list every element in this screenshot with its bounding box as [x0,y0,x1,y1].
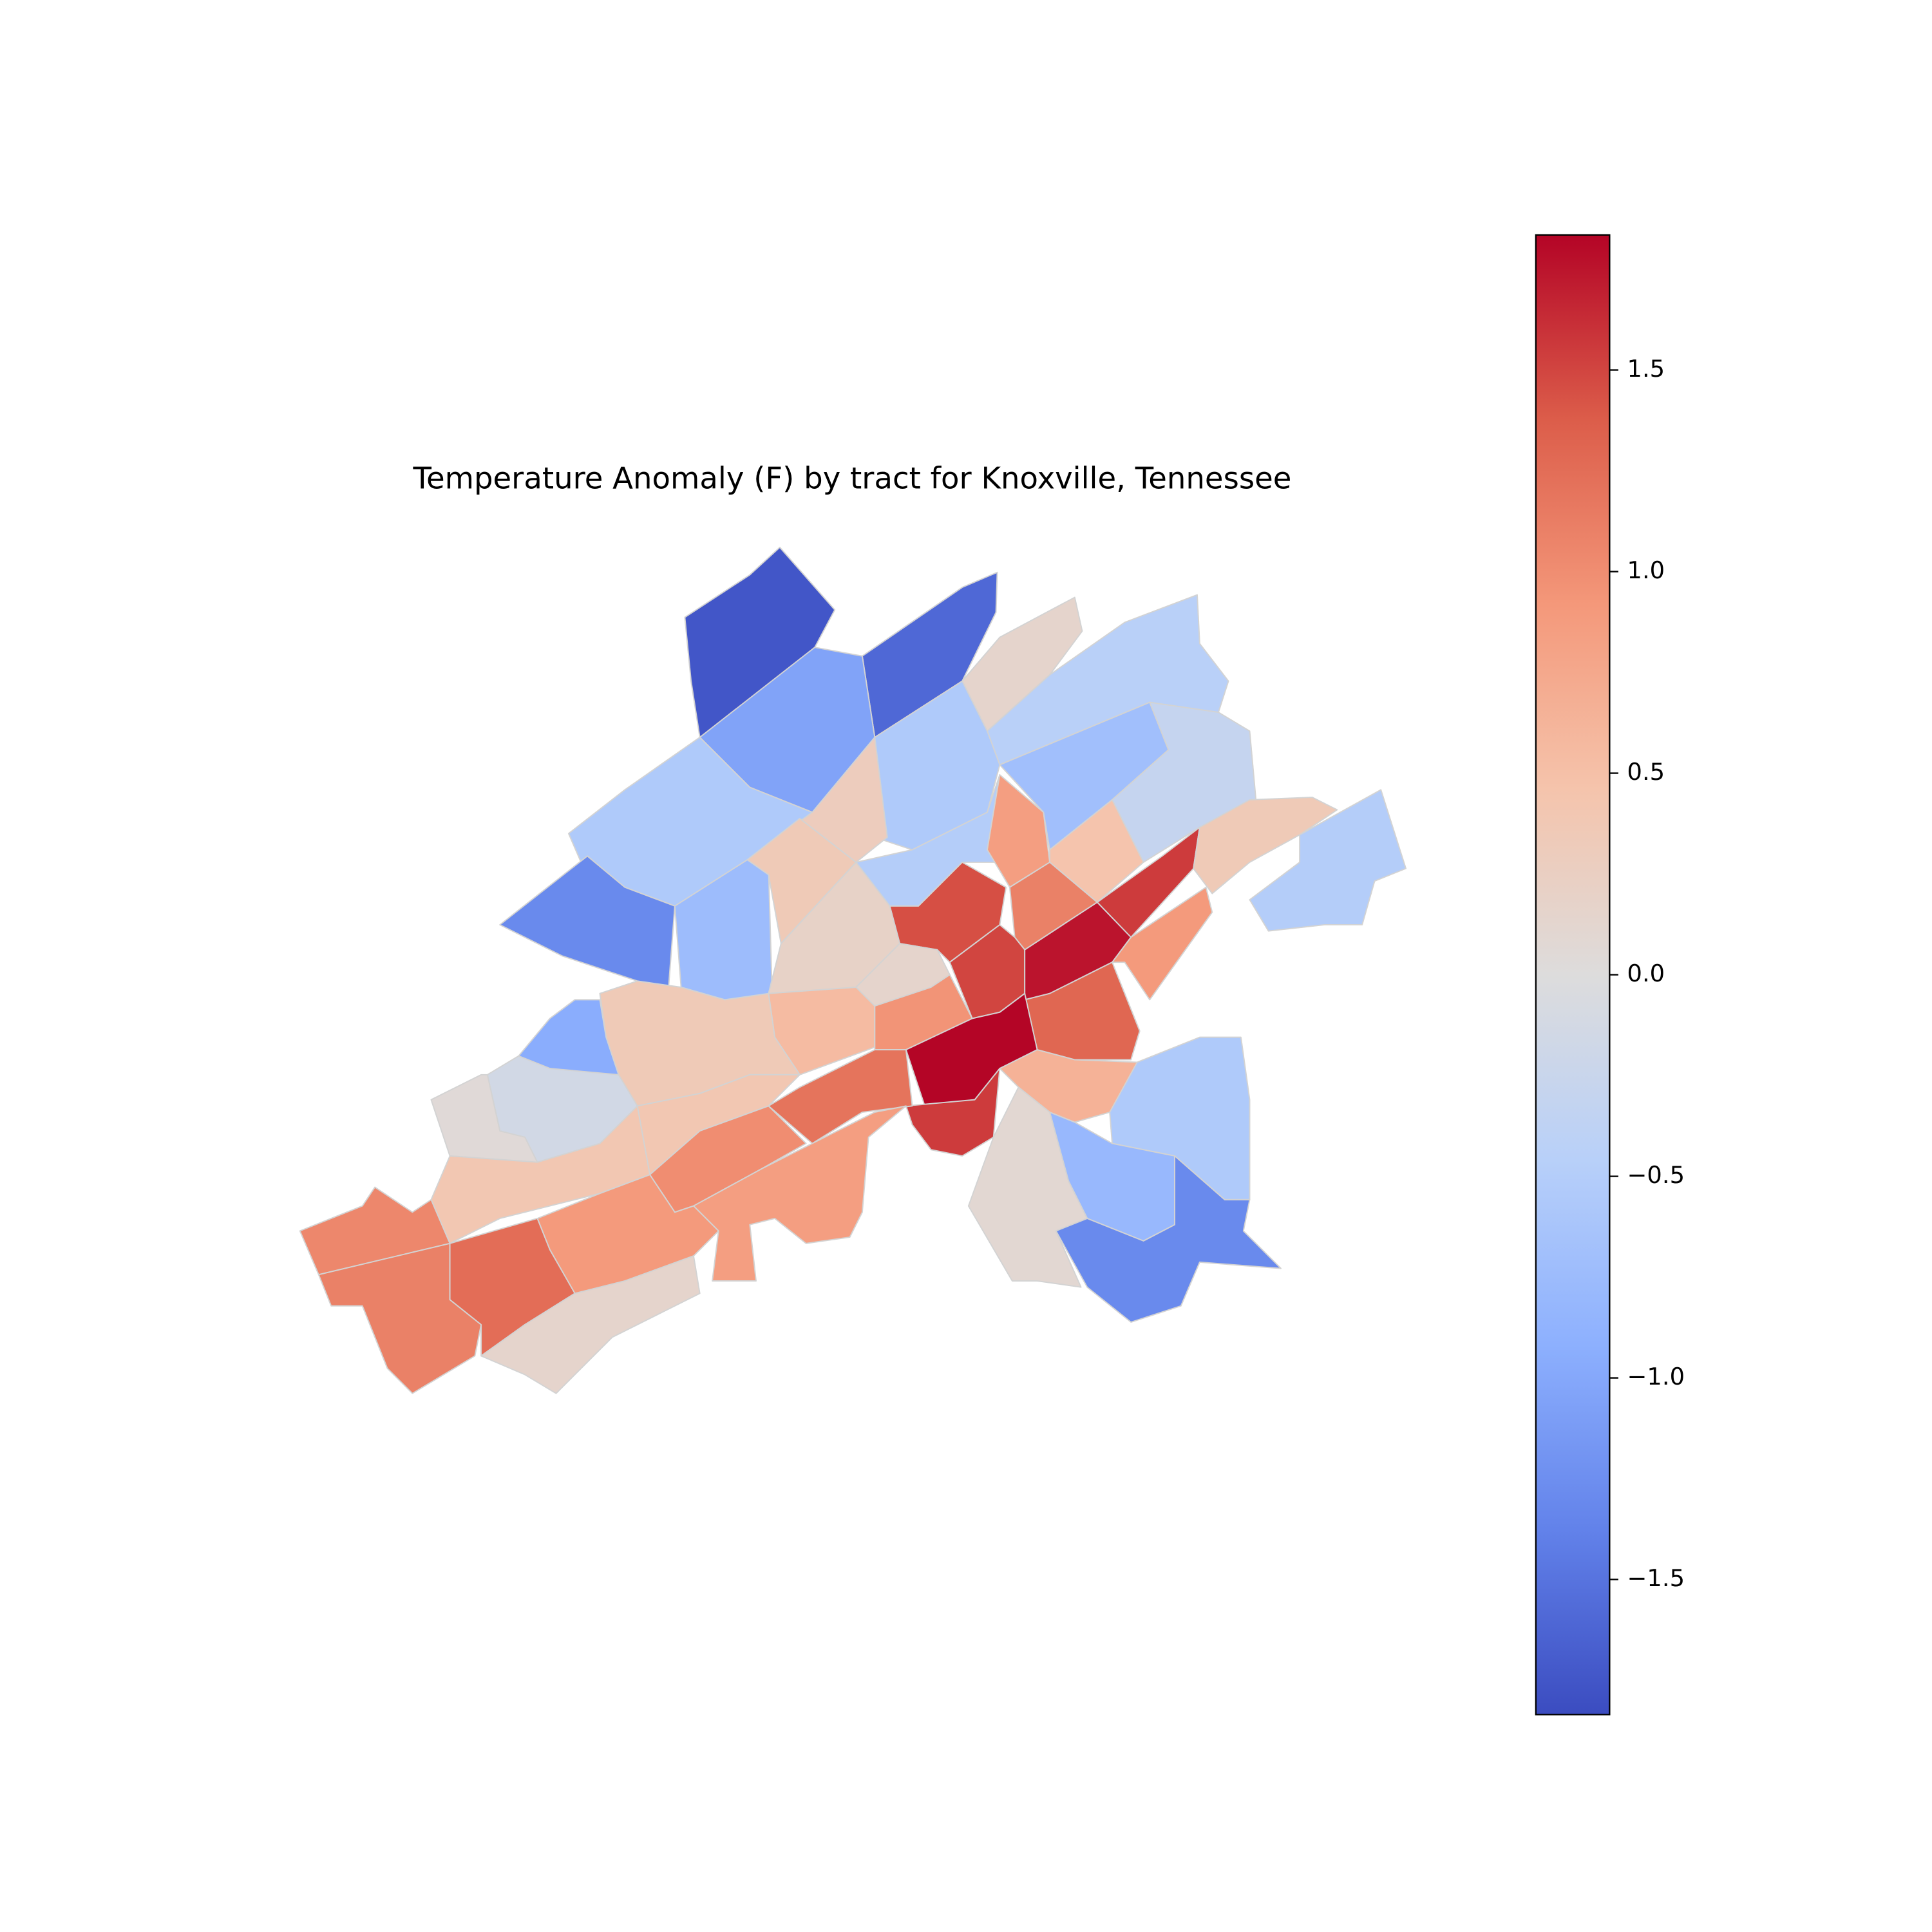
tract [480,1255,701,1394]
tract [693,1105,907,1282]
chart-title: Temperature Anomaly (F) by tract for Kno… [412,461,1291,496]
tract [905,1068,1001,1157]
tract [1049,799,1144,904]
colorbar-tick-label: −1.0 [1627,1363,1685,1390]
colorbar-tick-label: 0.5 [1627,758,1665,786]
colorbar-ticks: −1.5 −1.0 −0.5 0.0 0.5 1.0 1.5 [1609,355,1685,1592]
colorbar-tick-label: 1.5 [1627,355,1665,383]
tract [1249,789,1407,932]
colorbar [1535,234,1611,1716]
tract [499,855,676,988]
map [299,546,1407,1394]
tract [430,1105,651,1244]
colorbar-tick-label: 0.0 [1627,960,1665,987]
tract [1193,797,1338,895]
tract [768,1049,913,1144]
tract [1112,886,1213,1001]
colorbar-tick-label: 1.0 [1627,556,1665,584]
colorbar-tick-label: −0.5 [1627,1161,1685,1189]
colorbar-tick-label: −1.5 [1627,1564,1685,1592]
tract [1055,1155,1282,1323]
